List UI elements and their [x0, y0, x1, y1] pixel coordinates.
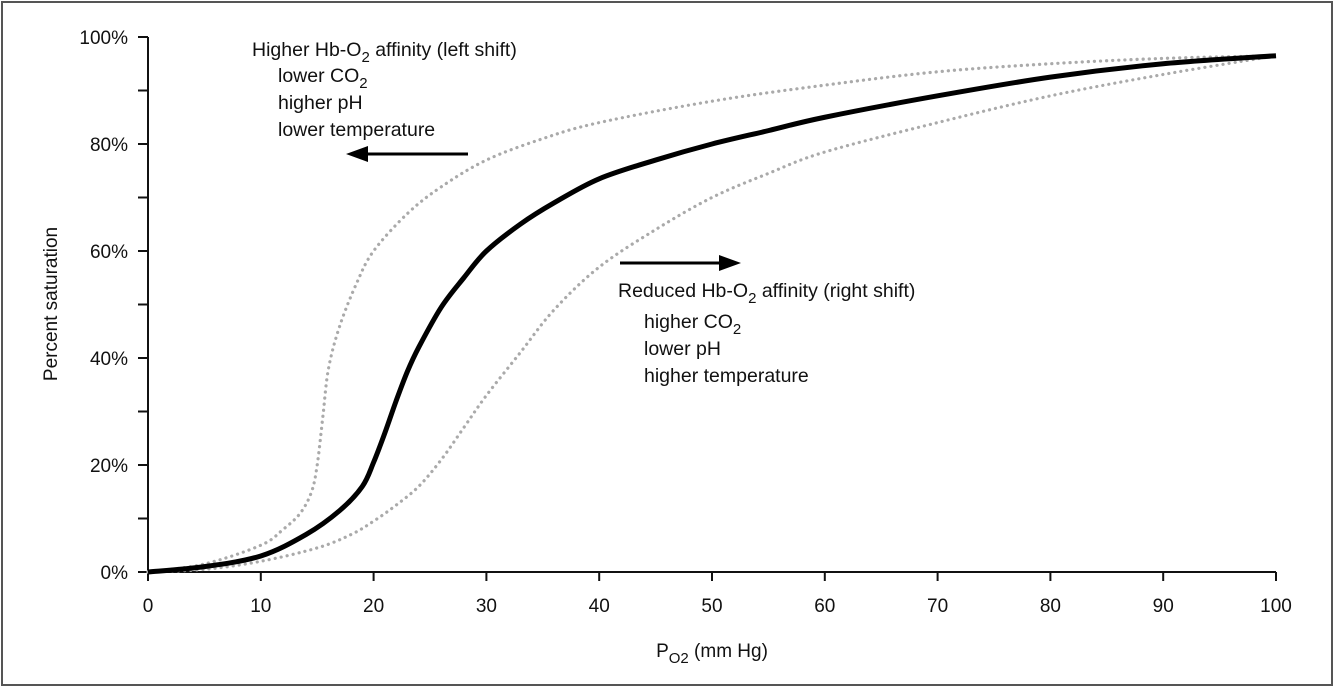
y-tick-label: 40% — [90, 349, 128, 370]
x-tick-label: 70 — [927, 596, 948, 617]
y-tick-label: 0% — [101, 563, 129, 584]
right-shift-co2: higher CO2 — [644, 311, 741, 338]
right-shift-temperature: higher temperature — [644, 365, 809, 387]
normal-saturation-curve — [147, 53, 1277, 575]
x-tick-label: 30 — [476, 596, 497, 617]
x-axis-title-suffix: (mm Hg) — [689, 641, 768, 662]
ticks: 0 10 20 30 40 50 60 70 80 90 100 0% 20% 40% 60% 80% 100% — [79, 28, 1291, 617]
y-tick-label: 20% — [90, 456, 128, 477]
y-tick-label: 80% — [90, 135, 128, 156]
right-arrow-icon — [620, 255, 741, 271]
right-shift-title: Reduced Hb-O2 affinity (right shift) — [618, 280, 915, 307]
left-arrow-icon — [346, 146, 468, 162]
left-shift-curve — [146, 54, 1278, 574]
axes — [147, 37, 1276, 573]
y-tick-label: 100% — [79, 28, 128, 49]
left-shift-ph: higher pH — [278, 92, 363, 114]
y-axis-title: Percent saturation — [41, 227, 62, 381]
y-tick-label: 60% — [90, 242, 128, 263]
x-tick-label: 100 — [1260, 596, 1292, 617]
x-axis-title-sub: O2 — [669, 650, 689, 667]
x-tick-label: 0 — [143, 596, 154, 617]
x-tick-label: 40 — [589, 596, 610, 617]
x-tick-label: 90 — [1153, 596, 1174, 617]
left-shift-co2: lower CO2 — [278, 65, 368, 92]
left-shift-temperature: lower temperature — [278, 119, 435, 141]
right-shift-annotation: Reduced Hb-O2 affinity (right shift) hig… — [618, 255, 915, 387]
x-tick-label: 60 — [814, 596, 835, 617]
left-shift-title: Higher Hb-O2 affinity (left shift) — [252, 39, 517, 66]
right-shift-ph: lower pH — [644, 338, 721, 360]
curves — [146, 53, 1278, 575]
x-tick-label: 50 — [701, 596, 722, 617]
left-shift-annotation: Higher Hb-O2 affinity (left shift) lower… — [252, 39, 517, 162]
x-tick-label: 10 — [250, 596, 271, 617]
right-shift-curve — [146, 54, 1278, 574]
x-tick-label: 80 — [1040, 596, 1061, 617]
x-axis-title: PO2 (mm Hg) — [656, 641, 768, 667]
x-axis-title-main: P — [656, 641, 669, 662]
x-tick-label: 20 — [363, 596, 384, 617]
